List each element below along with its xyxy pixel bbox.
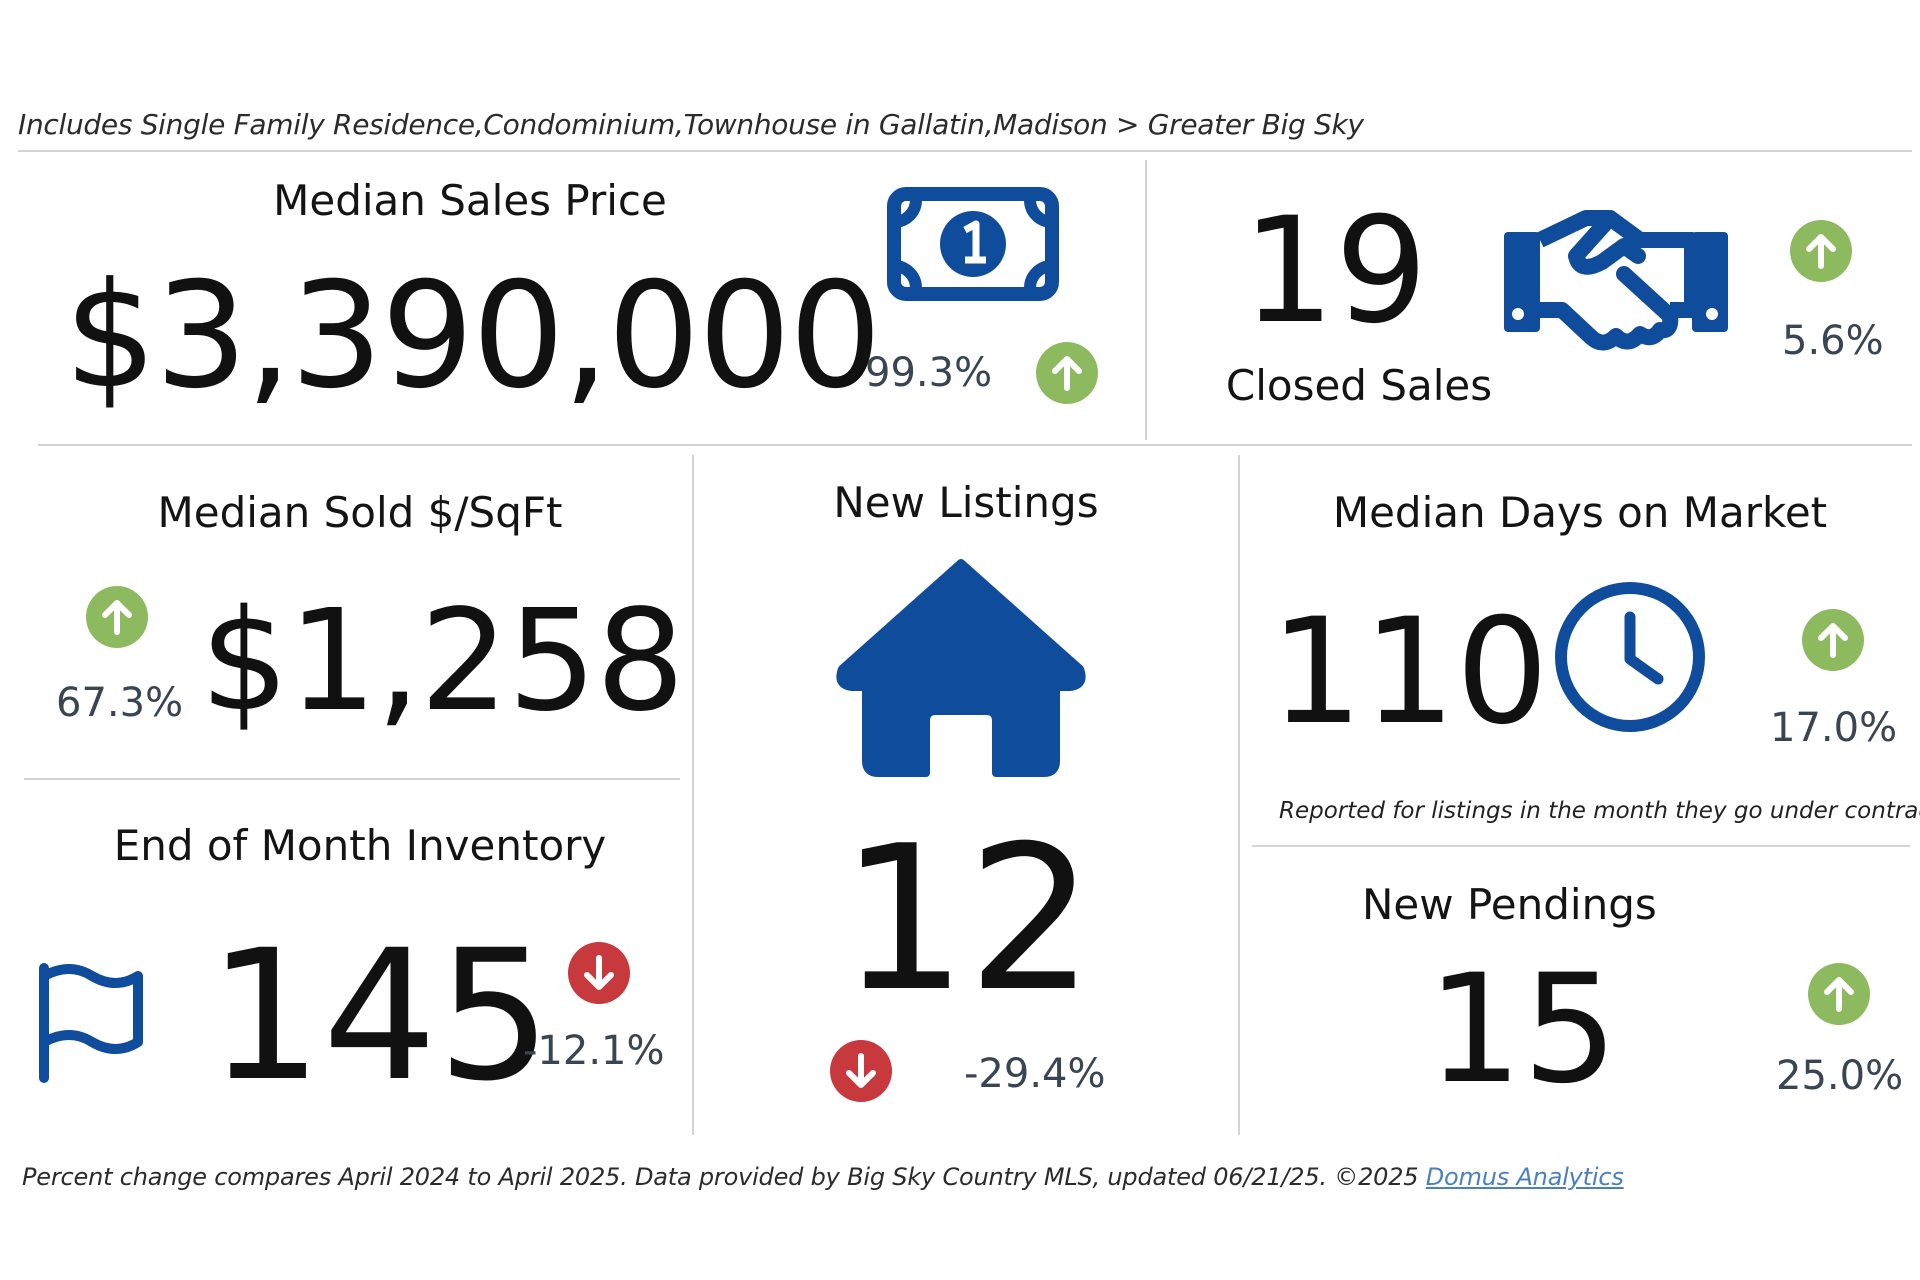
handshake-icon: [1500, 210, 1732, 352]
inventory-value: 145: [208, 912, 552, 1121]
footer-note-text: Percent change compares April 2024 to Ap…: [22, 1163, 1426, 1191]
median-dom-value: 110: [1270, 587, 1549, 757]
median-sales-price-pct: 99.3%: [865, 350, 993, 396]
footer-note: Percent change compares April 2024 to Ap…: [22, 1163, 1624, 1191]
inventory-pct: -12.1%: [523, 1028, 665, 1074]
new-listings-pct: -29.4%: [964, 1051, 1106, 1097]
median-sold-sqft-title: Median Sold $/SqFt: [157, 488, 563, 537]
closed-sales-value: 19: [1242, 186, 1428, 356]
closed-sales-pct: 5.6%: [1782, 318, 1884, 364]
median-sold-sqft-value: $1,258: [200, 580, 685, 743]
median-sold-sqft-card: Median Sold $/SqFt 67.3% $1,258: [0, 455, 690, 775]
new-listings-down-arrow-icon: [830, 1040, 892, 1102]
inventory-title: End of Month Inventory: [113, 821, 607, 870]
median-sales-price-card: Median Sales Price $3,390,000 99.3%: [0, 160, 1140, 440]
divider-right: [1238, 455, 1240, 1135]
median-dom-title: Median Days on Market: [1332, 488, 1828, 537]
new-pendings-title: New Pendings: [1362, 880, 1657, 929]
domus-analytics-link[interactable]: Domus Analytics: [1425, 1163, 1624, 1191]
house-icon: [834, 555, 1088, 777]
new-pendings-card: New Pendings 15 25.0%: [1242, 850, 1920, 1135]
inventory-card: End of Month Inventory 145 -12.1%: [0, 790, 690, 1135]
filter-description: Includes Single Family Residence,Condomi…: [18, 108, 1364, 141]
divider-right-mid: [1252, 845, 1910, 847]
median-sales-price-title: Median Sales Price: [273, 176, 667, 225]
new-listings-value: 12: [840, 803, 1095, 1036]
new-pendings-value: 15: [1427, 943, 1618, 1117]
median-dom-up-arrow-icon: [1802, 609, 1864, 671]
new-listings-title: New Listings: [833, 478, 1099, 527]
inventory-down-arrow-icon: [568, 942, 630, 1004]
new-pendings-pct: 25.0%: [1776, 1053, 1904, 1099]
clock-icon: [1552, 579, 1708, 735]
new-listings-card: New Listings 12 -29.4%: [694, 455, 1238, 1135]
median-dom-note: Reported for listings in the month they …: [1279, 798, 1920, 824]
closed-sales-up-arrow-icon: [1790, 220, 1852, 282]
median-dom-pct: 17.0%: [1770, 705, 1898, 751]
median-sales-price-value: $3,390,000: [64, 251, 882, 421]
divider-top: [18, 150, 1912, 152]
closed-sales-title: Closed Sales: [1225, 361, 1493, 410]
closed-sales-card: 19 Closed Sales 5.6%: [1150, 160, 1920, 440]
divider-row: [38, 444, 1912, 446]
median-sold-sqft-pct: 67.3%: [56, 680, 184, 726]
divider-left-mid: [24, 778, 680, 780]
divider-left: [692, 455, 694, 1135]
divider-top-vertical: [1145, 160, 1147, 440]
median-sold-sqft-up-arrow-icon: [86, 586, 148, 648]
new-pendings-up-arrow-icon: [1808, 963, 1870, 1025]
median-dom-card: Median Days on Market 110 17.0% Reported…: [1242, 455, 1920, 840]
money-bill-icon: [886, 186, 1060, 302]
median-sales-price-up-arrow-icon: [1036, 342, 1098, 404]
flag-icon: [36, 962, 146, 1084]
